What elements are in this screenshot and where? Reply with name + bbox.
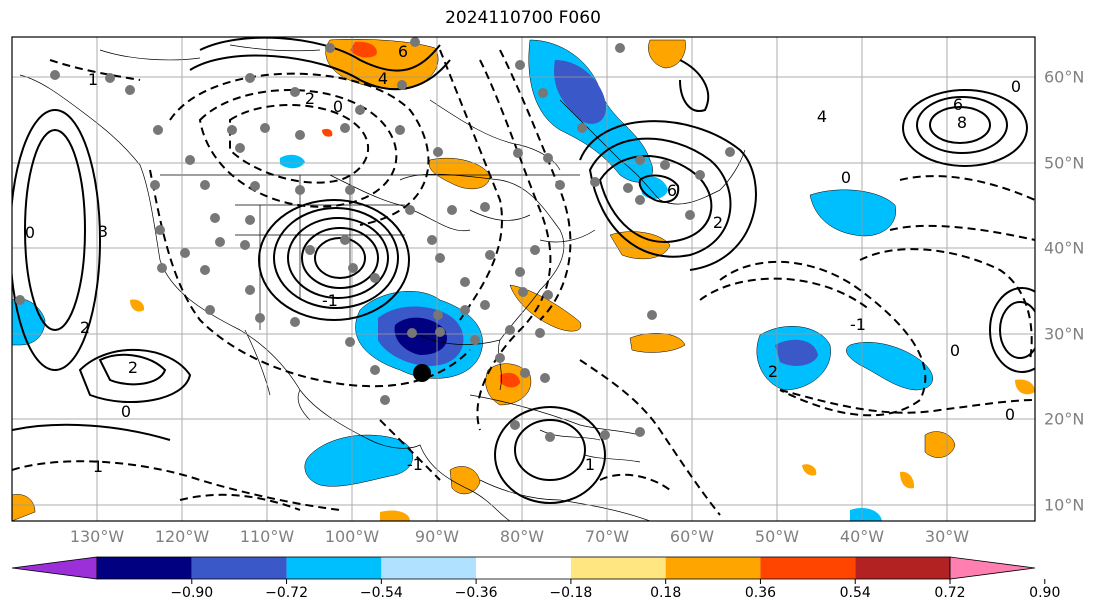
latitude-label: 10°N — [1044, 495, 1085, 515]
longitude-label: 100°W — [324, 527, 380, 546]
colorbar-segment — [476, 557, 571, 579]
negative-contours — [12, 49, 1035, 516]
contour-label: 0 — [841, 168, 851, 187]
plot-frame — [11, 36, 1036, 522]
contour-label: 4 — [817, 107, 827, 126]
latitude-label: 30°N — [1044, 324, 1085, 344]
colorbar-segment — [97, 557, 192, 579]
colorbar-outline — [96, 556, 951, 580]
contour-label: 0 — [333, 97, 343, 116]
colorbar — [11, 556, 1046, 584]
negative-anomaly-shading — [12, 39, 933, 521]
latitude-label: 60°N — [1044, 67, 1085, 87]
colorbar-segment — [381, 557, 477, 579]
contour-label: 1 — [93, 457, 103, 476]
colorbar-tick-label: −0.36 — [454, 585, 498, 601]
colorbar-segment — [855, 557, 950, 579]
latitude-label: 50°N — [1044, 153, 1085, 173]
gridlines — [12, 37, 1035, 521]
contour-label: 2 — [128, 358, 138, 377]
positive-anomaly-shading — [12, 39, 1035, 521]
longitude-label: 60°W — [669, 527, 715, 546]
longitude-label: 70°W — [584, 527, 630, 546]
colorbar-segment — [286, 557, 382, 579]
latitude-label: 20°N — [1044, 409, 1085, 429]
contour-label: 2 — [768, 362, 778, 381]
colorbar-extend-high — [949, 556, 1036, 580]
longitude-label: 50°W — [754, 527, 800, 546]
colorbar-tick-label: 0.36 — [744, 585, 777, 601]
contour-label: 6 — [398, 42, 408, 61]
longitude-label: 130°W — [69, 527, 125, 546]
colorbar-tick-label: −0.18 — [549, 585, 593, 601]
contour-label: 6 — [667, 181, 677, 200]
longitude-label: 90°W — [414, 527, 460, 546]
contour-label: 2 — [305, 89, 315, 108]
contour-label: -1 — [850, 315, 866, 334]
latitude-label: 40°N — [1044, 238, 1085, 258]
colorbar-tick-label: −0.54 — [359, 585, 403, 601]
contour-label: 0 — [1011, 77, 1021, 96]
longitude-label: 40°W — [839, 527, 885, 546]
colorbar-segment — [570, 557, 666, 579]
contour-label: -1 — [407, 455, 423, 474]
marked-point-dot — [413, 364, 431, 382]
colorbar-tick-label: −0.90 — [170, 585, 214, 601]
longitude-label: 110°W — [239, 527, 295, 546]
colorbar-segment — [191, 557, 287, 579]
colorbar-tick-label: −0.72 — [265, 585, 308, 601]
longitude-label: 120°W — [154, 527, 210, 546]
station-dots — [15, 37, 735, 442]
contour-label: 8 — [957, 113, 967, 132]
colorbar-tick-label: 0.54 — [839, 585, 871, 601]
contour-label: 1 — [88, 70, 98, 89]
contour-label: -1 — [322, 291, 338, 310]
contour-labels: 1 2 0 6 4 3 2 -1 0 4 6 8 0 2 6 0 -1 0 2 … — [25, 42, 1021, 476]
colorbar-tick-label: 0.90 — [1029, 585, 1061, 601]
map-title: 2024110700 F060 — [445, 8, 601, 28]
contour-label: 4 — [378, 69, 388, 88]
colorbar-tick-label: 0.72 — [934, 585, 966, 601]
colorbar-tick-label: 0.18 — [650, 585, 682, 601]
contour-label: 2 — [80, 318, 90, 337]
contour-label: 1 — [585, 455, 595, 474]
contour-label: 3 — [98, 222, 108, 241]
longitude-label: 30°W — [924, 527, 970, 546]
contour-label: 0 — [121, 402, 131, 421]
contour-label: 6 — [953, 95, 963, 114]
coastlines — [19, 44, 746, 521]
contour-label: 0 — [1005, 405, 1015, 424]
contour-label: 2 — [713, 213, 723, 232]
contour-label: 0 — [950, 341, 960, 360]
colorbar-extend-low — [11, 556, 98, 580]
contour-label: 0 — [25, 223, 35, 242]
colorbar-segment — [665, 557, 761, 579]
positive-contours — [12, 37, 1035, 504]
colorbar-segment — [760, 557, 856, 579]
longitude-label: 80°W — [499, 527, 545, 546]
